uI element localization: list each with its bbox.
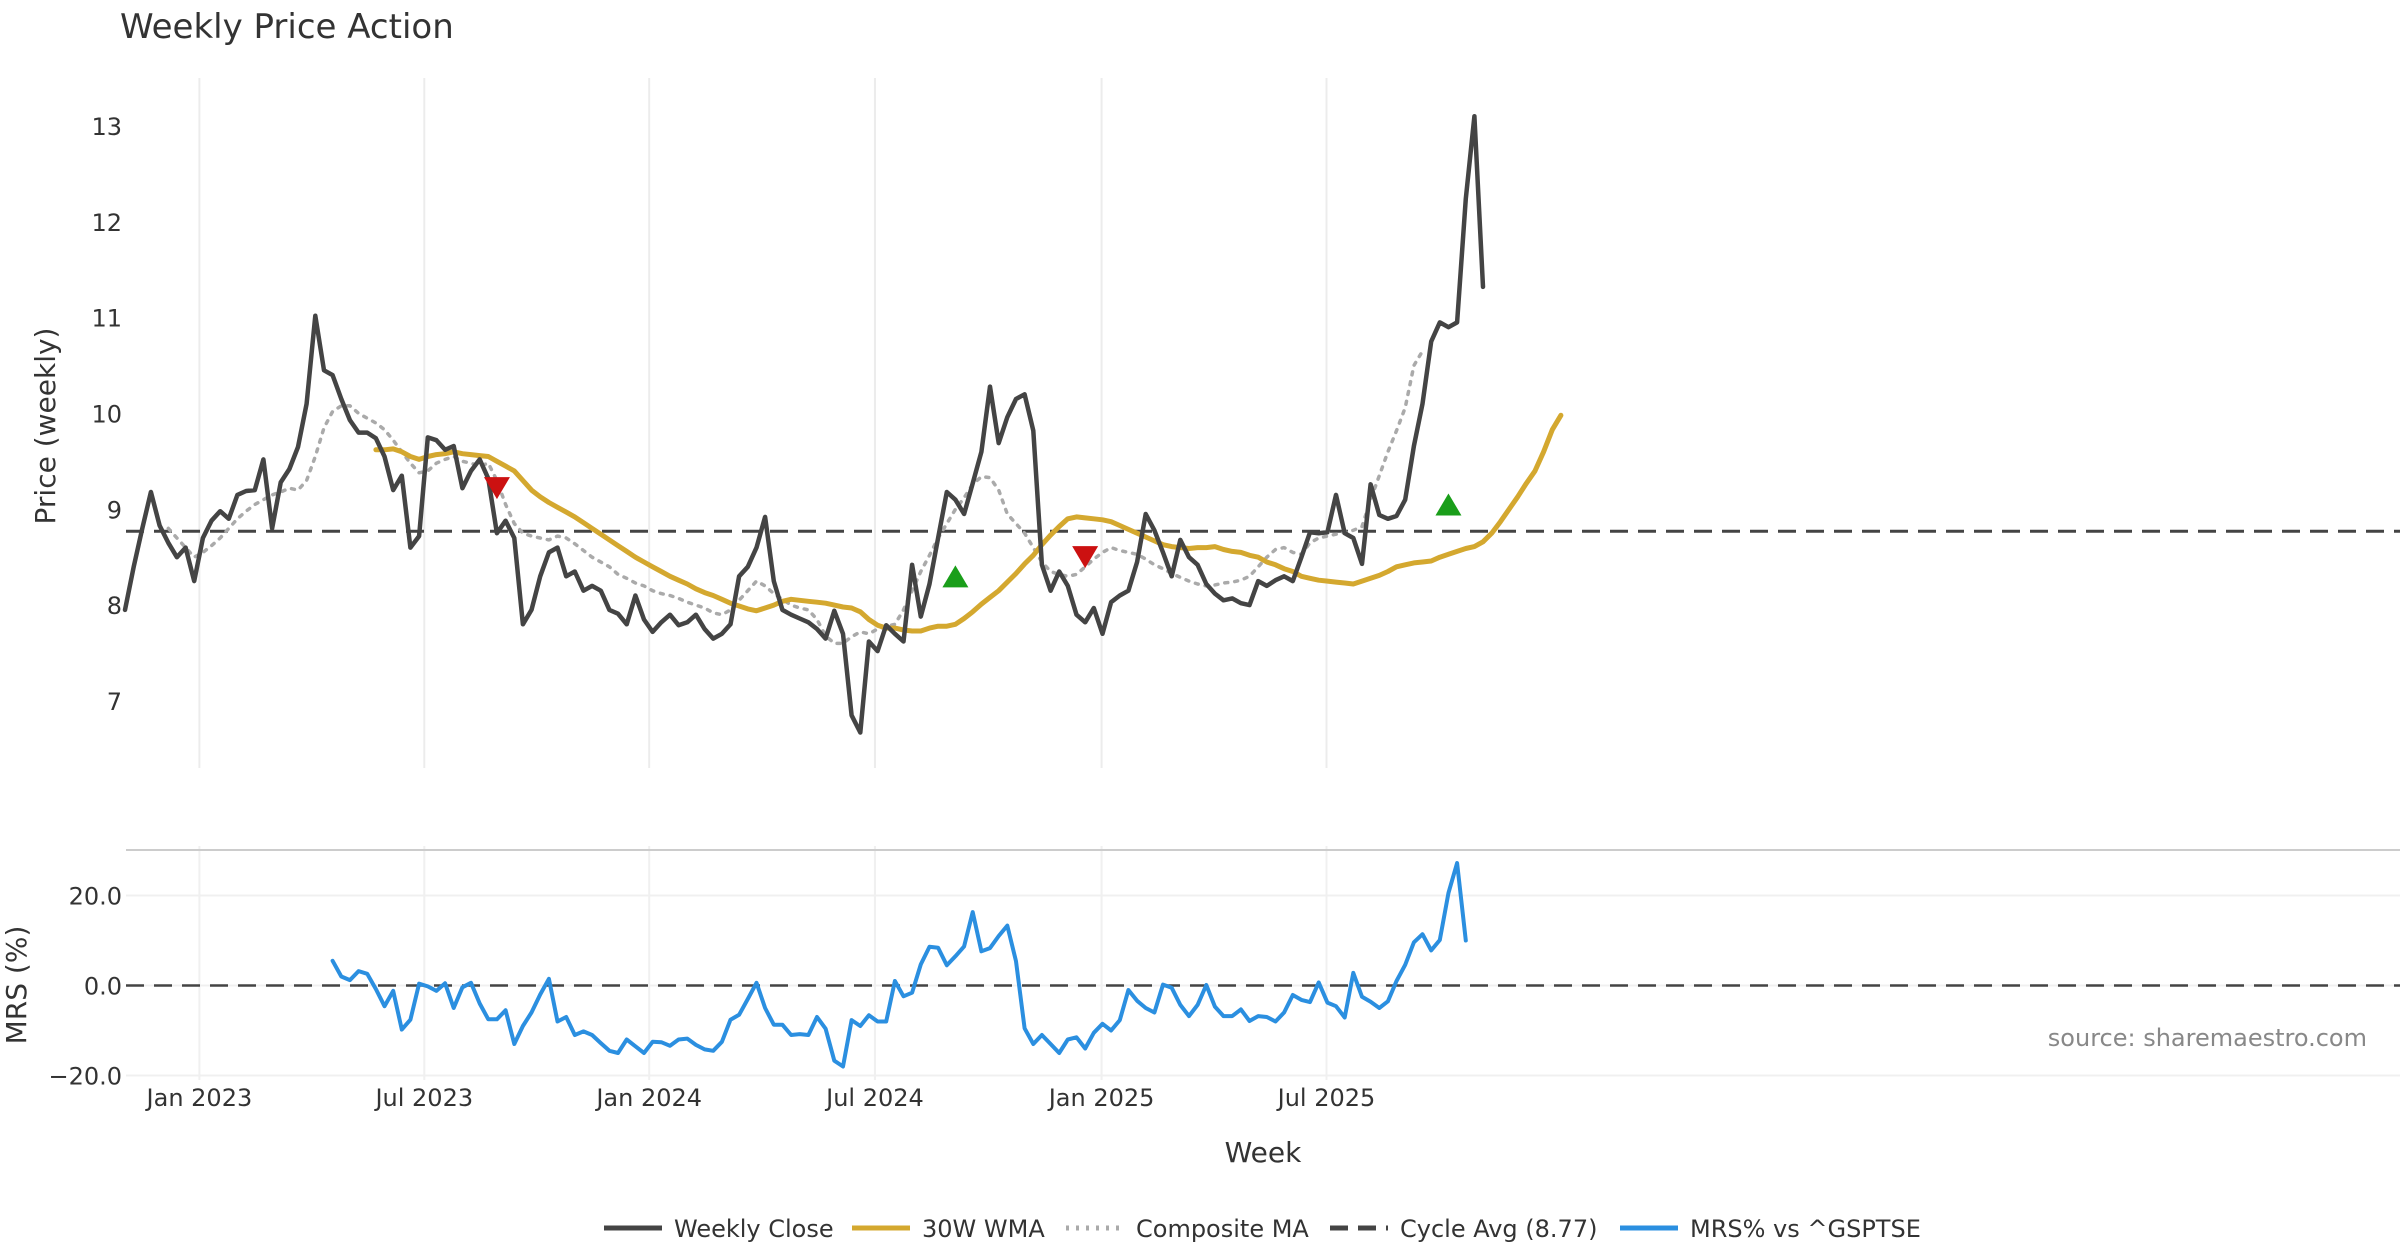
mrs-y-tick-label: 20.0 <box>69 883 122 911</box>
buy-signal-marker <box>942 565 969 588</box>
axes-layer: Jan 2023 Jul 2023 Jan 2024 Jul 2024 Jan 2025… <box>48 113 1375 1112</box>
legend-label: 30W WMA <box>922 1215 1045 1243</box>
x-tick-label: Jan 2024 <box>594 1084 702 1112</box>
legend-label: MRS% vs ^GSPTSE <box>1690 1215 1921 1243</box>
price-y-tick-label: 12 <box>91 209 122 237</box>
x-axis-label: Week <box>1225 1136 1302 1169</box>
mrs-y-tick-label: −20.0 <box>48 1063 122 1091</box>
mrs-y-tick-label: 0.0 <box>84 973 122 1001</box>
legend-label: Cycle Avg (8.77) <box>1400 1215 1597 1243</box>
x-tick-label: Jan 2025 <box>1047 1084 1155 1112</box>
composite-ma-line <box>166 349 1425 646</box>
legend-label: Composite MA <box>1136 1215 1309 1243</box>
wma-30w-line <box>373 412 1564 634</box>
grid-layer <box>126 78 2400 1080</box>
mrs-y-axis-label: MRS (%) <box>0 926 33 1045</box>
legend-label: Weekly Close <box>674 1215 834 1243</box>
x-tick-label: Jul 2024 <box>824 1084 924 1112</box>
sell-signal-marker <box>1072 546 1099 569</box>
price-y-axis-label: Price (weekly) <box>29 328 62 525</box>
x-tick-label: Jul 2025 <box>1276 1084 1376 1112</box>
mrs-line <box>330 861 1468 1069</box>
legend: Weekly Close 30W WMA Composite MA Cycle Avg… <box>604 1215 1921 1243</box>
price-y-tick-label: 9 <box>107 496 122 524</box>
price-y-tick-label: 13 <box>91 113 122 141</box>
x-tick-label: Jul 2023 <box>373 1084 473 1112</box>
price-y-tick-label: 11 <box>91 305 122 333</box>
x-tick-label: Jan 2023 <box>145 1084 253 1112</box>
price-y-tick-label: 7 <box>107 688 122 716</box>
signal-markers-layer <box>483 477 1462 588</box>
weekly-close-line <box>122 114 1486 735</box>
sell-signal-marker <box>483 477 510 500</box>
price-y-tick-label: 10 <box>91 400 122 428</box>
chart-title: Weekly Price Action <box>120 7 454 47</box>
reference-lines-layer <box>126 529 2400 987</box>
source-annotation: source: sharemaestro.com <box>2048 1024 2367 1052</box>
price-y-tick-label: 8 <box>107 592 122 620</box>
buy-signal-marker <box>1435 493 1462 516</box>
series-layer <box>122 114 1564 1069</box>
